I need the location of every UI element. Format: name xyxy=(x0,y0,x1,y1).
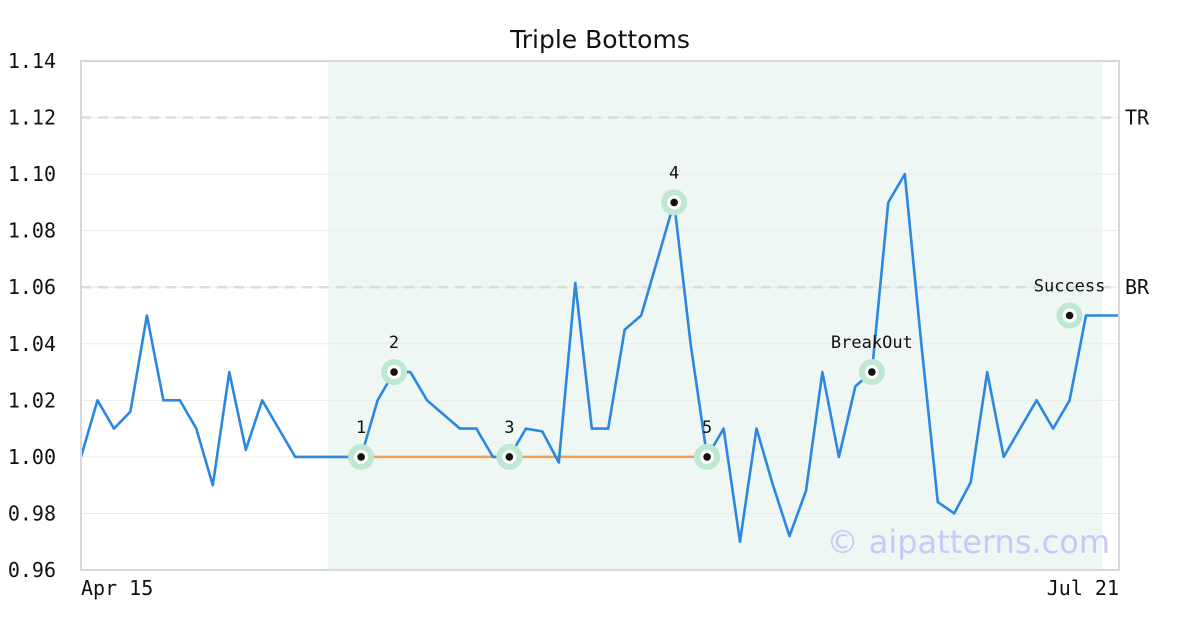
marker-dot-5 xyxy=(703,453,711,461)
pattern-markers: 1 2 3 4 5 BreakOut Success xyxy=(348,163,1105,470)
plot-frame xyxy=(80,60,1120,571)
y-tick-label: 0.98 xyxy=(8,501,56,525)
y-tick-label: 1.14 xyxy=(8,49,56,73)
x-axis-ticks: Apr 15 Jul 21 xyxy=(81,576,1119,600)
marker-dot-breakout xyxy=(868,368,876,376)
reference-label-br: BR xyxy=(1125,275,1150,299)
reference-lines: TR BR xyxy=(81,106,1150,299)
point-label-5: 5 xyxy=(702,418,712,438)
point-label-success: Success xyxy=(1034,277,1106,297)
watermark: © aipatterns.com xyxy=(827,523,1110,561)
marker-dot-4 xyxy=(670,198,678,207)
y-tick-label: 1.08 xyxy=(8,219,56,243)
marker-dot-1 xyxy=(357,453,365,461)
y-tick-label: 1.12 xyxy=(8,106,56,130)
y-tick-label: 1.10 xyxy=(8,162,56,186)
point-label-3: 3 xyxy=(504,418,514,438)
marker-dot-success xyxy=(1065,311,1074,320)
point-label-4: 4 xyxy=(669,163,679,183)
marker-dot-2 xyxy=(390,368,398,376)
point-label-2: 2 xyxy=(389,333,399,353)
x-tick-label-end: Jul 21 xyxy=(1047,576,1119,600)
point-label-1: 1 xyxy=(356,418,366,438)
price-line xyxy=(79,172,1119,544)
y-tick-label: 1.06 xyxy=(8,275,56,299)
y-tick-label: 1.02 xyxy=(8,388,56,412)
point-label-breakout: BreakOut xyxy=(831,333,913,353)
marker-dot-3 xyxy=(505,453,514,461)
y-tick-label: 1.04 xyxy=(8,332,56,356)
reference-label-tr: TR xyxy=(1125,106,1150,130)
y-tick-label: 1.00 xyxy=(8,445,56,469)
y-tick-label: 0.96 xyxy=(8,558,56,582)
pattern-region xyxy=(328,61,1103,570)
y-axis-ticks: 0.96 0.98 1.00 1.02 1.04 1.06 1.08 1.10 1.12 1.14 xyxy=(8,49,56,582)
chart-title: Triple Bottoms xyxy=(509,25,690,54)
x-tick-label-start: Apr 15 xyxy=(81,576,153,600)
